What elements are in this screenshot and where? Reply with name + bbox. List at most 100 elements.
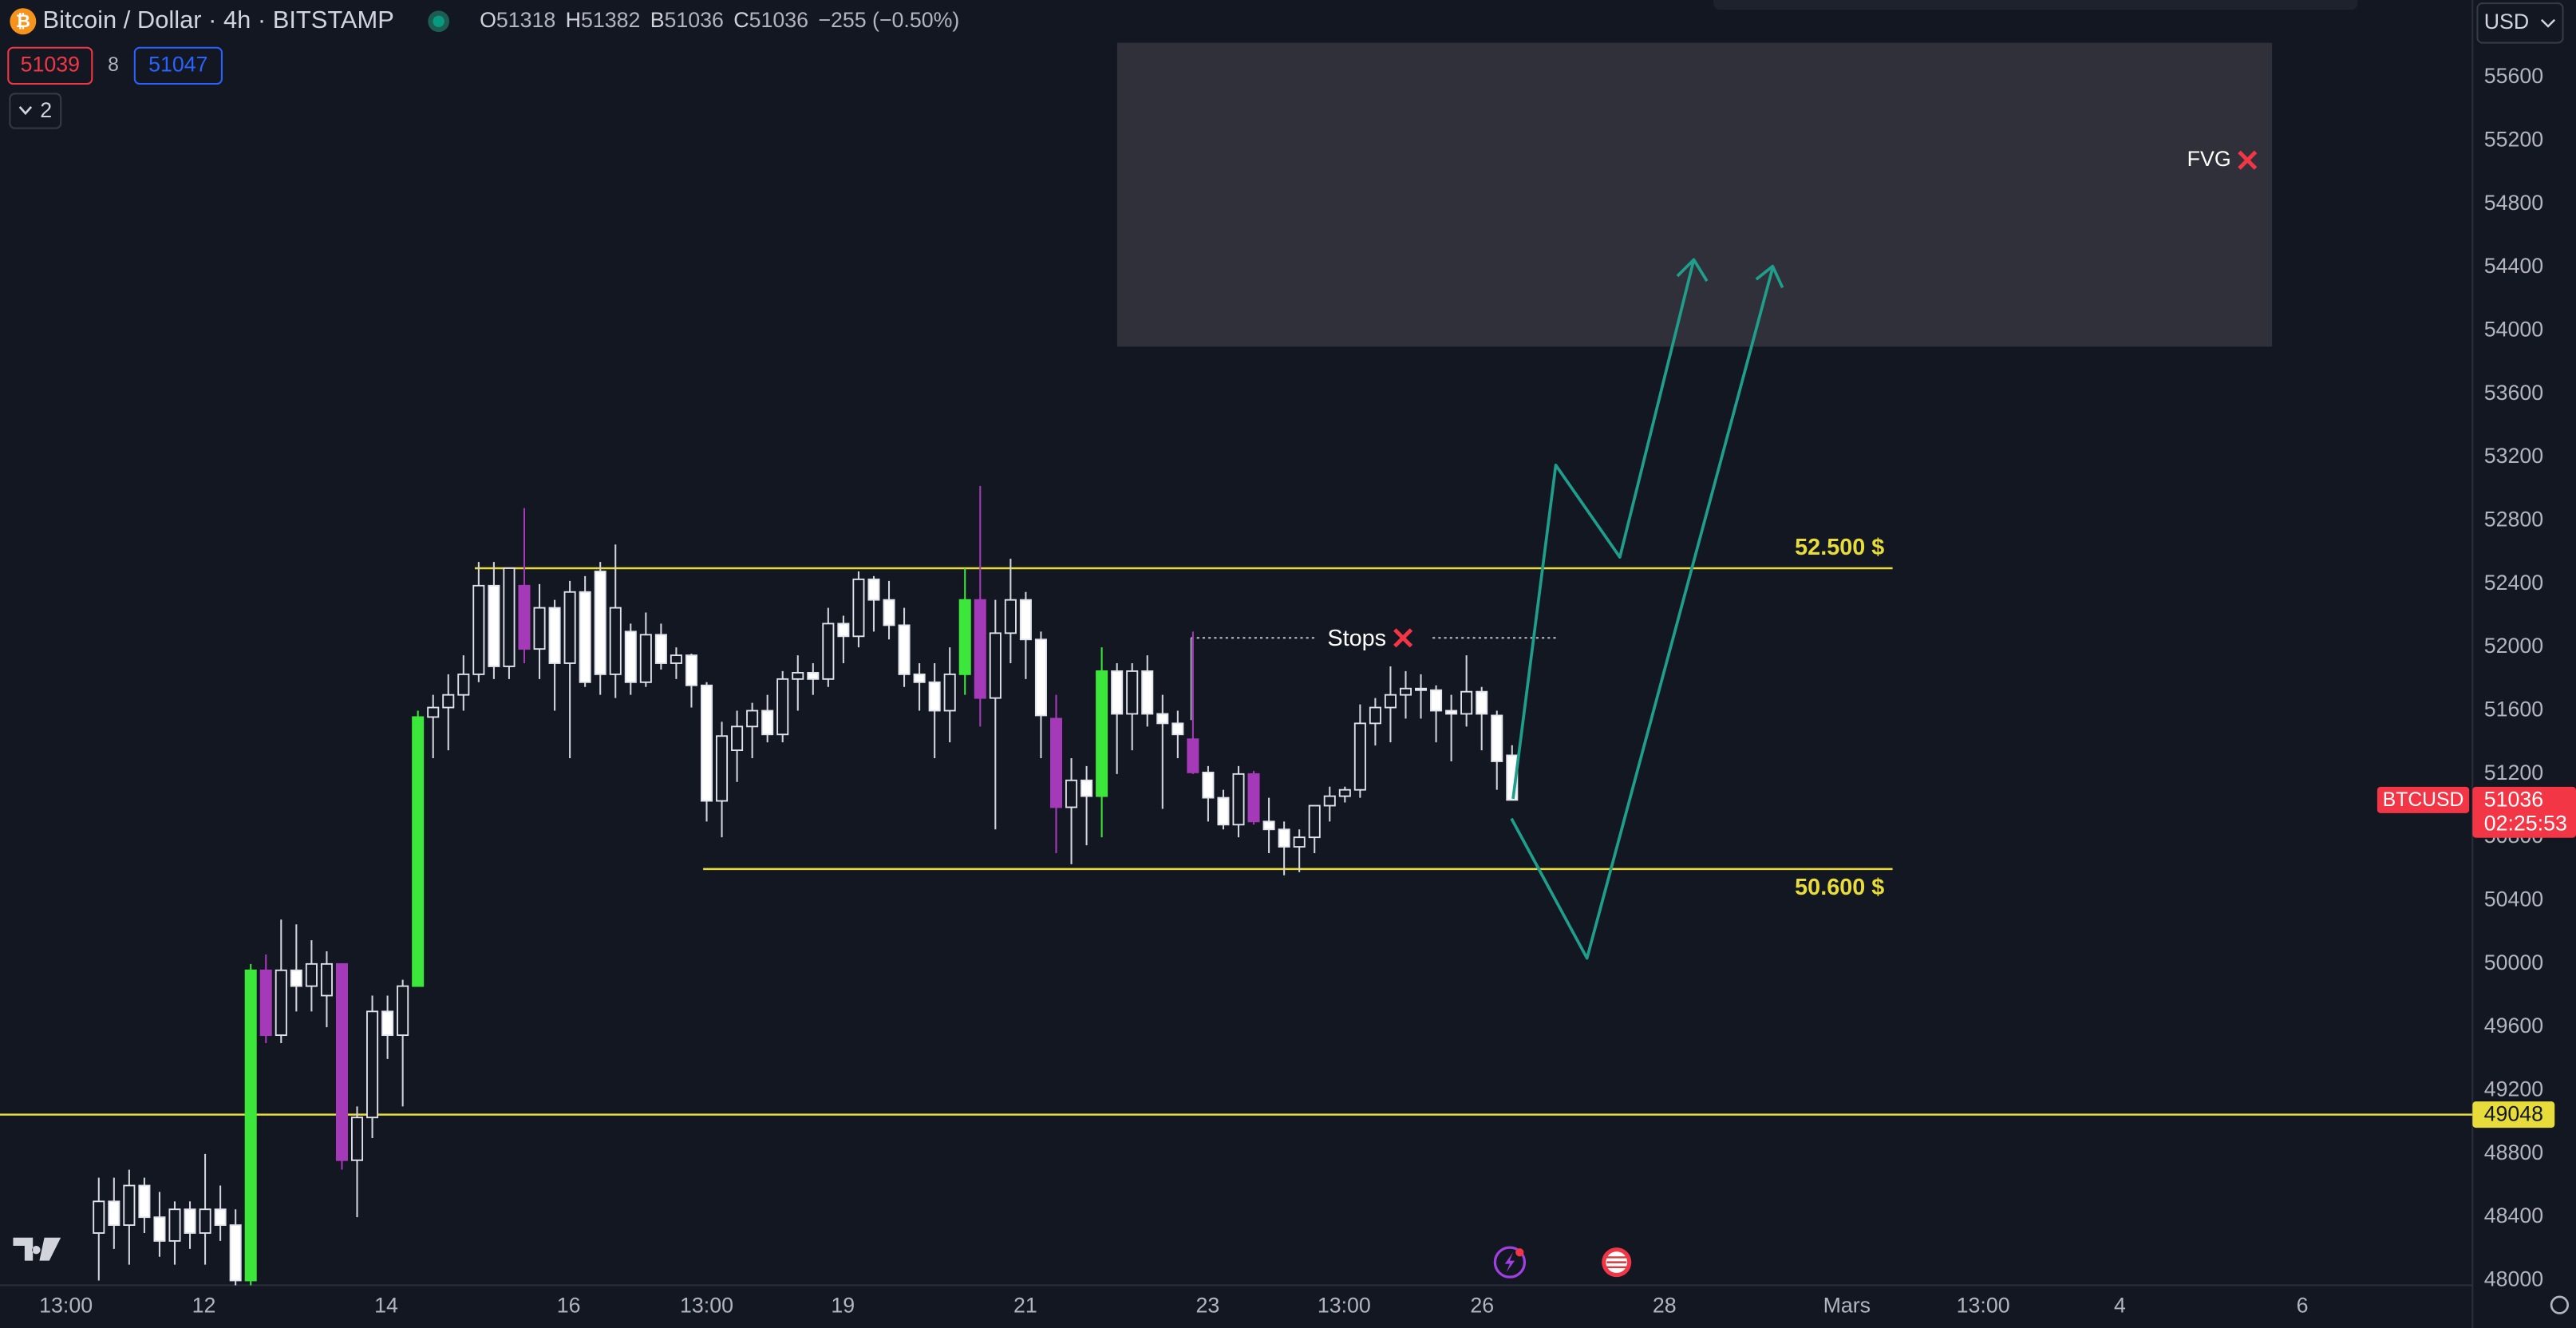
candle-body <box>776 678 789 736</box>
settings-icon[interactable] <box>2550 1295 2570 1314</box>
y-tick-label: 48400 <box>2484 1204 2543 1227</box>
ohlc-key: H <box>566 8 581 32</box>
y-tick-label: 52000 <box>2484 634 2543 658</box>
tv-logo <box>13 1237 61 1261</box>
candle-body <box>199 1208 211 1234</box>
x-tick-label: 21 <box>1013 1293 1037 1317</box>
fvg-zone <box>1116 42 2273 347</box>
y-tick-label: 55600 <box>2484 64 2543 88</box>
y-tick-label: 54000 <box>2484 318 2543 342</box>
candle-body <box>1476 690 1488 715</box>
candle-body <box>716 735 729 802</box>
candle-body <box>1141 670 1154 715</box>
candle-body <box>822 622 835 680</box>
candle-body <box>654 634 667 664</box>
candle-body <box>488 584 500 667</box>
candle-body <box>472 584 485 675</box>
candle-body <box>548 607 561 664</box>
candle-body <box>427 706 440 718</box>
candle-body <box>335 962 348 1161</box>
countdown: 02:25:53 <box>2484 811 2567 835</box>
ask[interactable]: 51047 <box>148 52 207 76</box>
y-tick-label: 52800 <box>2484 508 2543 532</box>
y-tick-label: 54400 <box>2484 254 2543 278</box>
candle-body <box>320 962 333 997</box>
candle-body <box>518 584 531 650</box>
candle-body <box>305 962 318 987</box>
ohlc-legend: O51318 H51382 B51036 C51036 −255 (−0.50%) <box>480 8 959 32</box>
candle-body <box>1187 738 1199 773</box>
candle-body <box>229 1224 242 1282</box>
sell-box[interactable] <box>7 46 93 85</box>
arrow-head <box>1676 258 1709 283</box>
spread: 8 <box>108 54 119 76</box>
candle-body <box>1156 713 1169 725</box>
candle-body <box>898 624 911 675</box>
candle-body <box>123 1184 136 1227</box>
candle-body <box>1308 804 1321 839</box>
buy-box[interactable] <box>133 46 223 85</box>
candle-body <box>214 1208 227 1227</box>
y-tick-label: 49600 <box>2484 1014 2543 1038</box>
candle-body <box>943 673 956 712</box>
indicator-count[interactable]: 2 <box>40 98 52 122</box>
candle-body <box>1247 773 1260 823</box>
level-axis-box <box>2472 1101 2555 1128</box>
arrow-path <box>1510 267 1775 960</box>
candle-body <box>350 1117 364 1161</box>
bitcoin-icon <box>10 8 37 35</box>
candle-body <box>700 684 713 802</box>
candle-body <box>290 969 302 987</box>
candle-body <box>93 1200 105 1234</box>
candle-body <box>1217 796 1230 826</box>
candle-body <box>1369 706 1381 725</box>
candle-body <box>533 607 546 650</box>
x-tick-label: 14 <box>374 1293 398 1317</box>
x-tick-label: 13:00 <box>1318 1293 1371 1317</box>
candle-body <box>1293 836 1306 848</box>
x-tick-label: 13:00 <box>39 1293 93 1317</box>
currency-box[interactable] <box>2476 2 2564 44</box>
bid[interactable]: 51039 <box>21 52 80 76</box>
candle-body <box>1278 828 1290 848</box>
y-tick-label: 49200 <box>2484 1077 2543 1101</box>
x-tick-label: Mars <box>1823 1293 1871 1317</box>
chevron <box>2540 18 2556 28</box>
symbol-label: BTCUSD <box>2383 789 2463 811</box>
ohlc-value: 51382 <box>581 8 640 32</box>
indicator-toggle[interactable] <box>9 93 62 129</box>
candle-body <box>579 591 591 683</box>
candle-body <box>867 578 880 601</box>
candle-body <box>457 673 470 696</box>
candle-body <box>837 622 850 638</box>
candle-body <box>1323 795 1336 807</box>
candle-body <box>381 1010 394 1037</box>
last-price: 51036 <box>2484 787 2543 811</box>
event-icon[interactable] <box>1493 1246 1527 1279</box>
candle-body <box>1338 788 1351 797</box>
fvg-label: FVG <box>2187 147 2231 171</box>
y-tick-label: 51600 <box>2484 698 2543 721</box>
candle-body <box>1111 670 1124 715</box>
badge <box>1515 1248 1524 1257</box>
candle-body <box>1353 722 1366 791</box>
y-tick-label: 52400 <box>2484 571 2543 595</box>
level-label: 50.600 $ <box>1795 875 1884 900</box>
candle-body <box>1049 717 1063 808</box>
candle-body <box>1065 779 1078 808</box>
candle-body <box>624 630 637 683</box>
price-box <box>2472 786 2576 838</box>
currency[interactable]: USD <box>2484 10 2529 34</box>
x-tick-label: 16 <box>557 1293 581 1317</box>
candle-body <box>412 716 425 987</box>
candle-body <box>594 571 606 675</box>
candle-body <box>1399 687 1412 696</box>
symbol-box <box>2376 786 2470 813</box>
arrow-path <box>1511 259 1696 800</box>
candle-body <box>852 578 865 638</box>
y-tick-label: 53600 <box>2484 381 2543 405</box>
stops-label: Stops <box>1327 626 1386 651</box>
x-tick-label: 19 <box>831 1293 855 1317</box>
ohlc-change: −255 (−0.50%) <box>818 8 959 32</box>
